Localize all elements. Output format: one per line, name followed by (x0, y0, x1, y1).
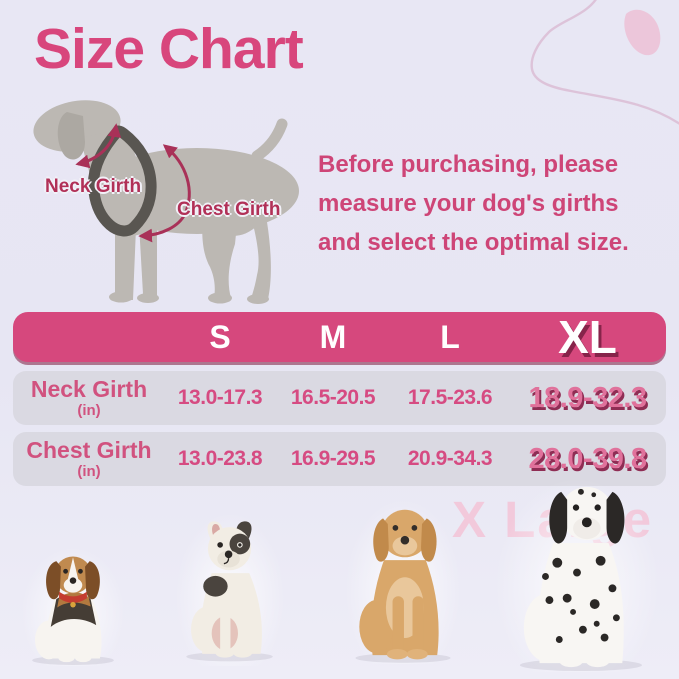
chest-girth-row: Chest Girth (in) 13.0-23.8 16.9-29.5 20.… (13, 432, 666, 486)
measurement-diagram: Neck Girth Chest Girth (25, 96, 317, 310)
chest-girth-s: 13.0-23.8 (177, 447, 263, 470)
neck-girth-arrow (75, 123, 122, 169)
chest-girth-l: 20.9-34.3 (407, 447, 493, 470)
beagle-photo (22, 548, 124, 666)
dog-ear-shape (624, 9, 661, 56)
row-label-cell: Chest Girth (in) (13, 437, 165, 480)
page-title: Size Chart (34, 17, 304, 81)
chest-girth-arrow (138, 144, 191, 243)
size-header-s: S (209, 319, 231, 355)
row-label: Chest Girth (26, 437, 152, 463)
french-bulldog-photo (176, 514, 284, 666)
neck-girth-l: 17.5-23.6 (407, 386, 493, 409)
dog-head-outline-decoration (530, 0, 679, 125)
beagle-collar (59, 591, 87, 603)
chest-girth-m: 16.9-29.5 (290, 447, 376, 470)
chest-girth-label: Chest Girth (177, 199, 281, 220)
neck-girth-label: Neck Girth (45, 176, 142, 197)
size-header-m: M (319, 319, 347, 355)
dalmatian-photo (496, 480, 658, 672)
neck-girth-xl: 18.9-32.3 (528, 381, 647, 414)
row-unit: (in) (77, 402, 101, 419)
dog-harness-illustration (33, 100, 299, 304)
row-label-cell: Neck Girth (in) (13, 376, 165, 419)
chest-girth-xl: 28.0-39.8 (528, 442, 647, 475)
golden-retriever-photo (346, 500, 460, 664)
size-header-xl: XL (558, 311, 617, 363)
size-header-row: S M L XL (13, 312, 666, 362)
neck-girth-row: Neck Girth (in) 13.0-17.3 16.5-20.5 17.5… (13, 371, 666, 425)
intro-text: Before purchasing, please measure your d… (318, 151, 629, 256)
row-unit: (in) (77, 463, 101, 480)
dog-ear (57, 112, 85, 160)
size-header-l: L (440, 319, 460, 355)
row-label: Neck Girth (30, 376, 148, 402)
dalmatian-spots (542, 488, 620, 643)
harness-band (87, 125, 157, 237)
neck-girth-m: 16.5-20.5 (290, 386, 376, 409)
neck-girth-s: 13.0-17.3 (177, 386, 263, 409)
size-table: S M L XL Neck Girth (in) 13.0-17.3 16.5-… (13, 312, 666, 486)
